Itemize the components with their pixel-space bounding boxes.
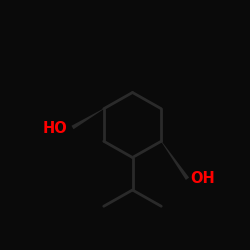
Text: OH: OH (190, 171, 215, 186)
Text: HO: HO (43, 121, 68, 136)
Polygon shape (72, 108, 104, 129)
Polygon shape (161, 141, 189, 180)
